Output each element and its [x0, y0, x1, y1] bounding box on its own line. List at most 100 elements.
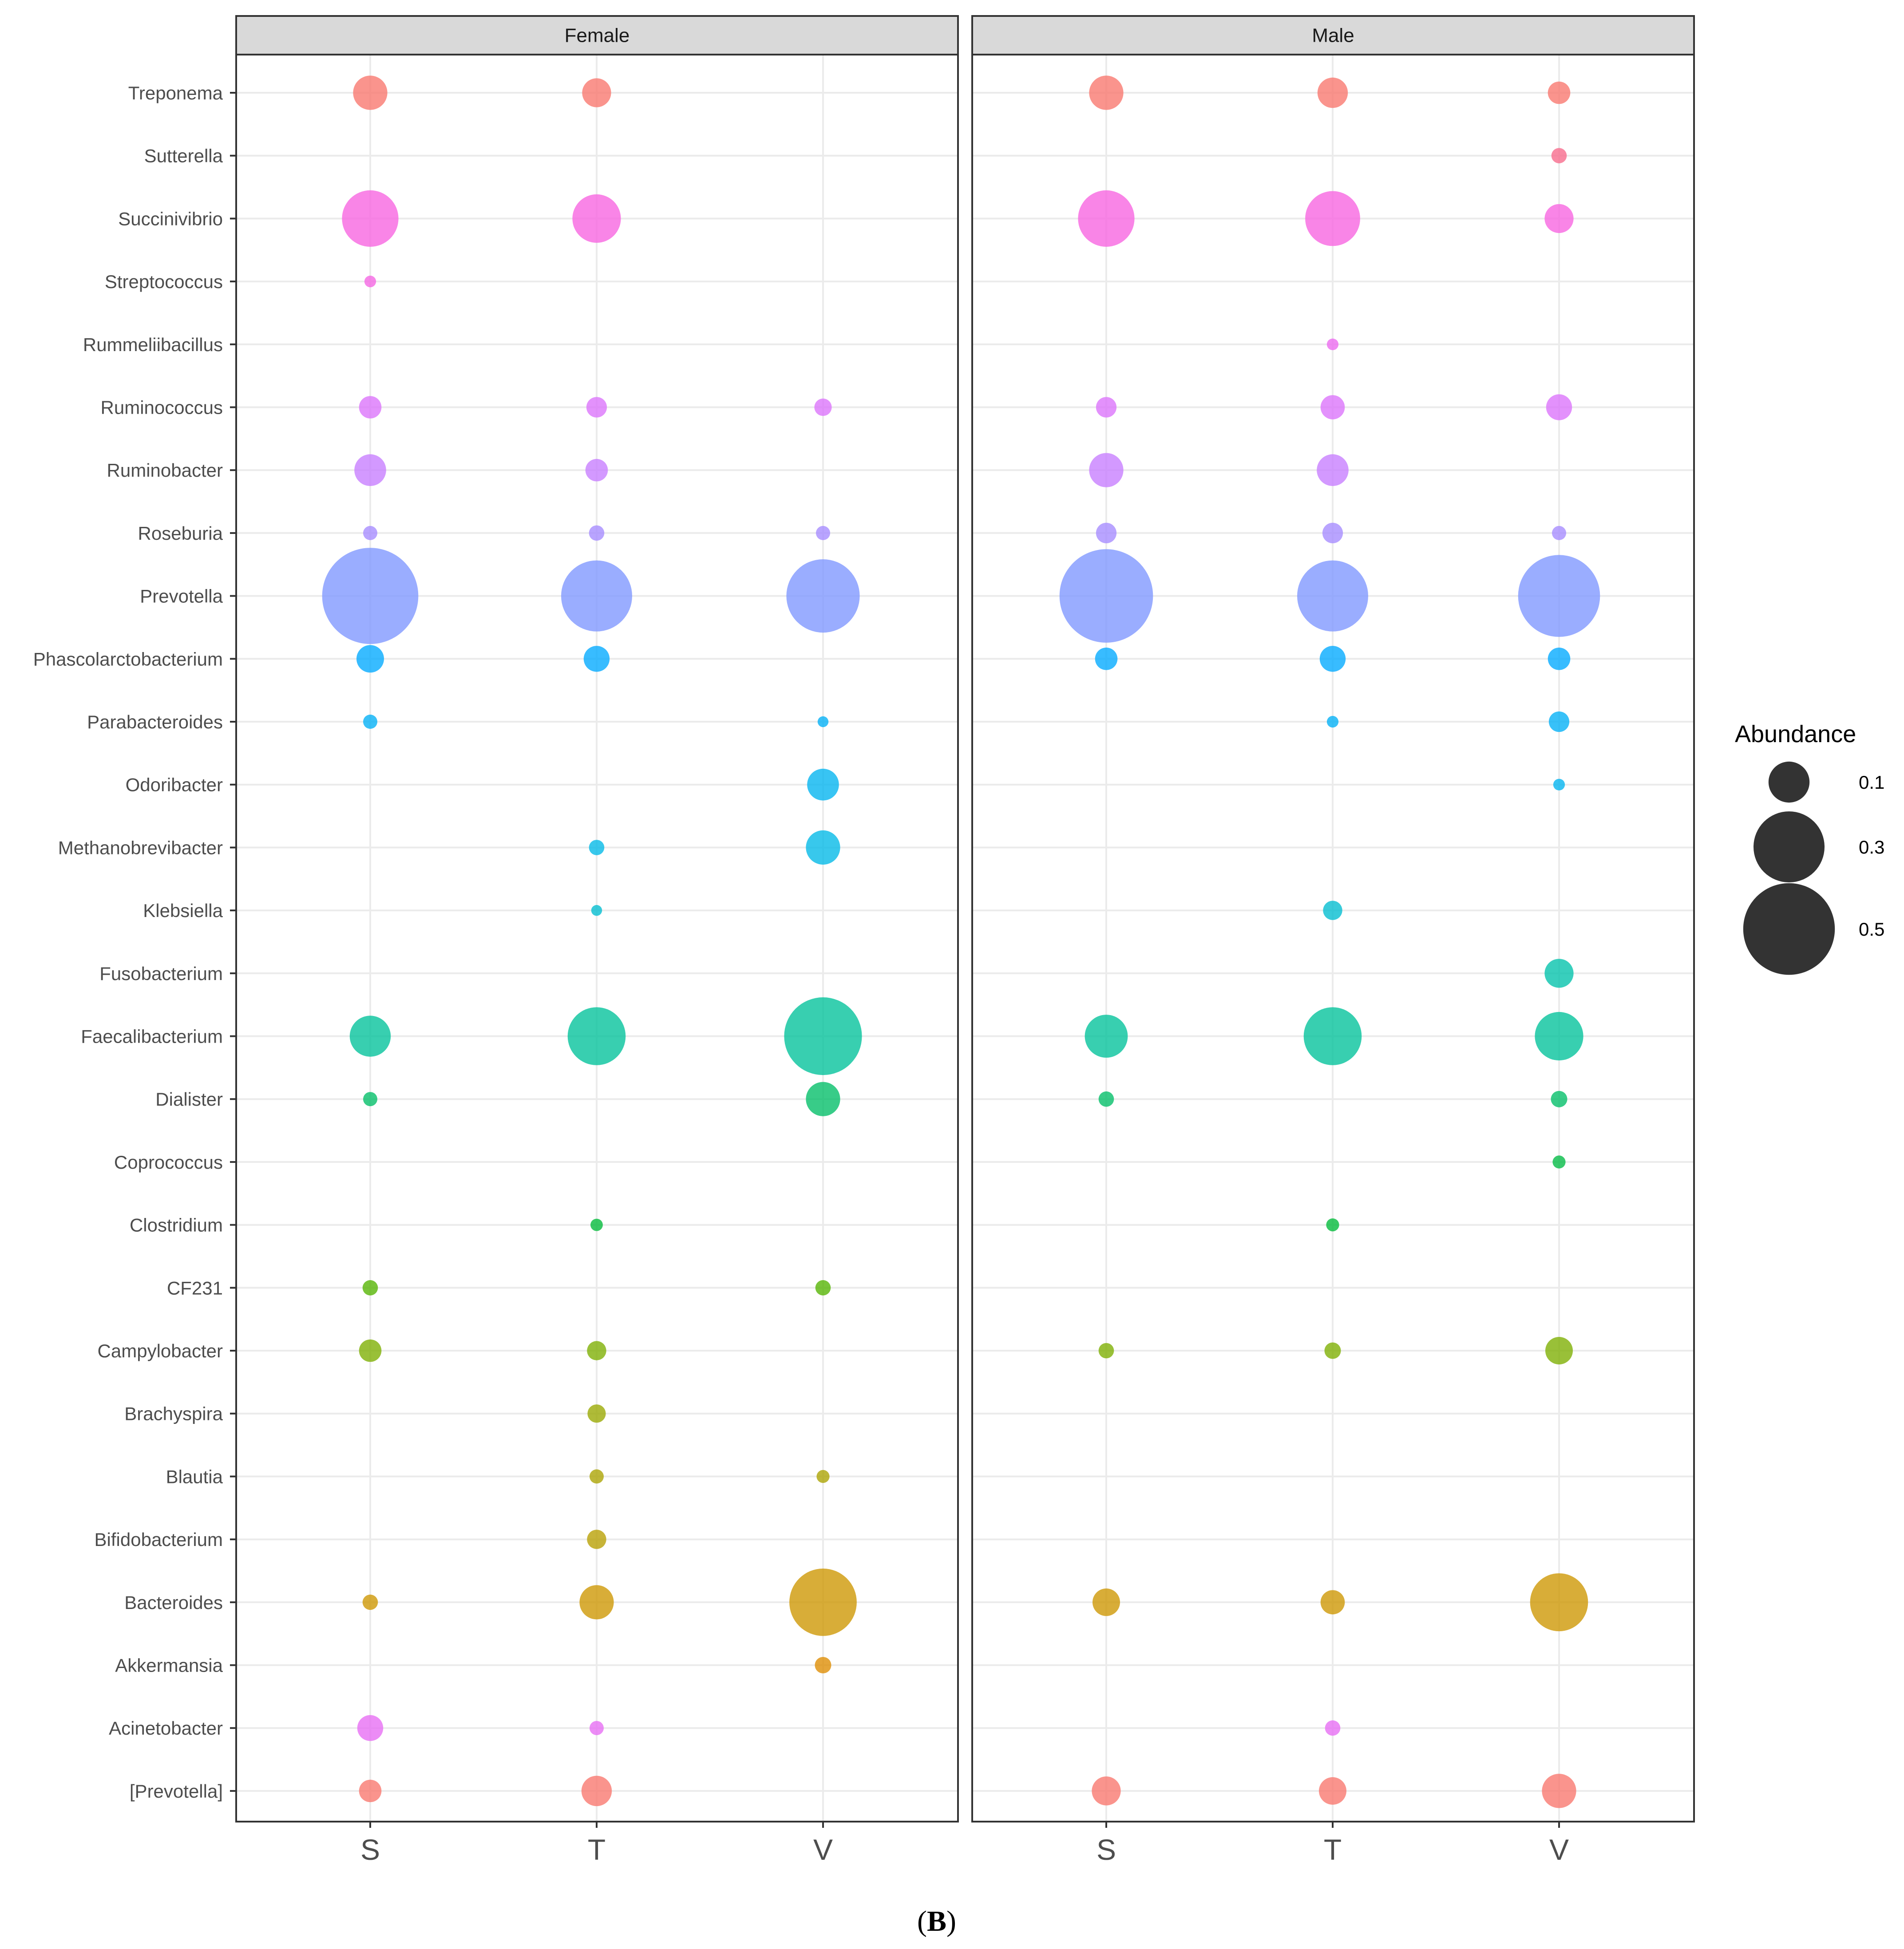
point-methanobrevibacter-v: [806, 830, 840, 865]
point-bacteroides-t: [1320, 1590, 1345, 1615]
point-brachyspira-t: [587, 1404, 606, 1423]
point-coprococcus-v: [1552, 1155, 1566, 1169]
point-prevotella-t: [1297, 560, 1368, 632]
point-parabacteroides-v: [1548, 711, 1570, 732]
point-phascolarctobacterium-t: [583, 646, 610, 672]
point-dialister-v: [1551, 1091, 1568, 1107]
point-dialister-s: [1098, 1091, 1114, 1107]
point-acinetobacter-t: [1325, 1720, 1341, 1736]
y-tick-label-ruminobacter: Ruminobacter: [107, 460, 223, 481]
point-roseburia-t: [1322, 522, 1343, 543]
point-bacteroides-t: [579, 1585, 614, 1620]
figure-label: (B): [917, 1905, 956, 1937]
point-parabacteroides-v: [817, 716, 829, 727]
point-prevotella-v: [1542, 1774, 1576, 1808]
y-tick-label-roseburia: Roseburia: [138, 523, 223, 544]
point-streptococcus-s: [364, 276, 376, 288]
point-ruminobacter-s: [354, 454, 386, 486]
y-tick-label-klebsiella: Klebsiella: [143, 900, 223, 921]
point-faecalibacterium-v: [784, 997, 862, 1075]
point-faecalibacterium-v: [1535, 1012, 1583, 1061]
point-prevotella-t: [581, 1775, 612, 1807]
point-sutterella-v: [1551, 148, 1567, 164]
point-roseburia-t: [589, 525, 605, 541]
point-rummeliibacillus-t: [1326, 338, 1339, 350]
point-prevotella-s: [322, 548, 419, 644]
legend-key-0.5: [1743, 883, 1835, 975]
y-tick-label-parabacteroides: Parabacteroides: [87, 712, 223, 732]
y-tick-label-sutterella: Sutterella: [144, 146, 223, 166]
y-tick-label-methanobrevibacter: Methanobrevibacter: [58, 837, 223, 858]
y-tick-label-ruminococcus: Ruminococcus: [101, 397, 223, 418]
point-prevotella-t: [561, 560, 632, 632]
y-tick-label-clostridium: Clostridium: [130, 1215, 223, 1236]
point-prevotella-v: [1518, 555, 1600, 637]
point-treponema-t: [582, 78, 611, 107]
y-axis-tick-labels: Treponema Sutterella Succinivibrio Streptoc…: [33, 83, 236, 1802]
legend-label-0.5: 0.5: [1859, 919, 1884, 940]
x-tick-label-male-s: S: [1096, 1833, 1116, 1866]
point-roseburia-s: [1096, 522, 1117, 543]
x-tick-label-female-t: T: [588, 1833, 606, 1866]
point-prevotella-s: [1092, 1776, 1121, 1806]
point-ruminococcus-t: [1320, 395, 1345, 419]
point-odoribacter-v: [807, 768, 839, 801]
point-bacteroides-s: [1093, 1588, 1120, 1616]
y-tick-label-phascolarctobacterium: Phascolarctobacterium: [33, 648, 223, 669]
point-clostridium-t: [590, 1218, 603, 1231]
y-tick-label-campylobacter: Campylobacter: [98, 1340, 223, 1361]
point-campylobacter-s: [1098, 1343, 1114, 1359]
point-klebsiella-t: [1323, 901, 1342, 920]
point-faecalibacterium-t: [567, 1007, 626, 1065]
strip-background: [971, 15, 1695, 55]
point-ruminococcus-s: [1096, 397, 1117, 418]
y-tick-label-prevotella: Prevotella: [140, 586, 223, 607]
point-ruminococcus-v: [1546, 394, 1572, 420]
y-tick-label-fusobacterium: Fusobacterium: [99, 963, 223, 984]
y-tick-label-rummeliibacillus: Rummeliibacillus: [83, 334, 223, 355]
y-tick-label-prevotella: [Prevotella]: [130, 1781, 223, 1802]
y-tick-label-akkermansia: Akkermansia: [115, 1655, 223, 1676]
point-succinivibrio-s: [1078, 190, 1135, 247]
point-klebsiella-t: [591, 905, 602, 916]
strip-label: Female: [565, 25, 630, 47]
strip-label: Male: [1312, 25, 1354, 47]
y-tick-label-dialister: Dialister: [155, 1089, 223, 1110]
point-cf231-v: [815, 1280, 831, 1296]
point-roseburia-v: [1552, 526, 1566, 540]
point-phascolarctobacterium-s: [356, 645, 384, 673]
point-treponema-s: [1089, 75, 1124, 110]
legend-label-0.3: 0.3: [1859, 837, 1884, 858]
point-succinivibrio-v: [1544, 204, 1574, 233]
legend-title: Abundance: [1735, 721, 1856, 747]
y-tick-label-brachyspira: Brachyspira: [124, 1403, 223, 1424]
figure-label-letter: B: [927, 1905, 946, 1937]
point-treponema-t: [1317, 77, 1348, 108]
point-akkermansia-v: [815, 1657, 831, 1673]
point-succinivibrio-t: [572, 194, 621, 243]
point-ruminococcus-t: [586, 397, 607, 418]
y-tick-label-bacteroides: Bacteroides: [124, 1592, 223, 1613]
point-blautia-t: [590, 1469, 604, 1484]
point-phascolarctobacterium-s: [1095, 648, 1118, 670]
figure-label-open: (: [917, 1905, 927, 1937]
point-prevotella-s: [1059, 549, 1153, 643]
point-acinetobacter-t: [590, 1721, 604, 1736]
y-tick-label-bifidobacterium: Bifidobacterium: [95, 1529, 223, 1550]
point-ruminobacter-t: [1317, 454, 1349, 486]
y-tick-label-treponema: Treponema: [128, 83, 223, 103]
point-succinivibrio-t: [1305, 191, 1360, 246]
point-treponema-v: [1548, 81, 1571, 104]
point-bacteroides-v: [789, 1568, 857, 1636]
y-tick-label-acinetobacter: Acinetobacter: [109, 1718, 223, 1739]
x-tick-label-male-v: V: [1549, 1833, 1569, 1866]
legend-label-0.1: 0.1: [1859, 772, 1884, 793]
point-roseburia-s: [363, 526, 377, 540]
point-bacteroides-s: [362, 1594, 378, 1610]
figure-label-close: ): [946, 1905, 956, 1937]
point-methanobrevibacter-t: [589, 840, 605, 855]
x-tick-label-female-v: V: [813, 1833, 833, 1866]
point-ruminococcus-v: [814, 398, 832, 416]
point-ruminobacter-t: [585, 459, 608, 482]
